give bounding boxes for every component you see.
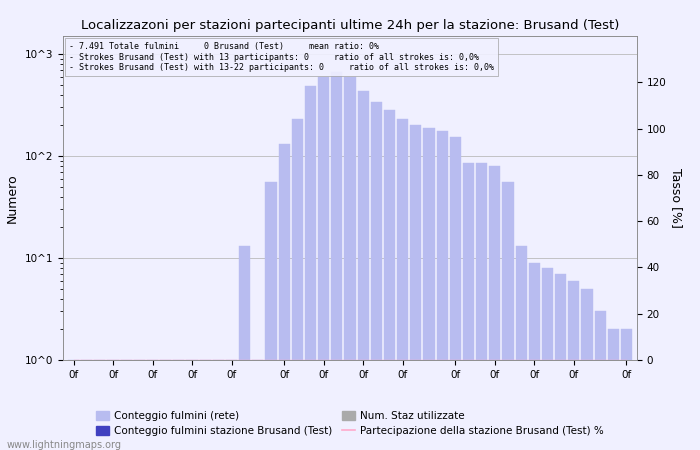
Bar [160, 360, 172, 450]
Bar [437, 131, 448, 450]
Bar [305, 86, 316, 450]
Title: Localizzazoni per stazioni partecipanti ultime 24h per la stazione: Brusand (Tes: Localizzazoni per stazioni partecipanti … [80, 19, 620, 32]
Bar [239, 246, 251, 450]
Bar [489, 166, 500, 450]
Bar [424, 127, 435, 450]
Bar [226, 360, 237, 450]
Bar [279, 144, 290, 450]
Bar [331, 72, 342, 450]
Bar [318, 76, 329, 450]
Bar [516, 246, 526, 450]
Bar [384, 110, 395, 450]
Bar [120, 360, 132, 450]
Bar [213, 360, 224, 450]
Bar [371, 102, 382, 450]
Bar [463, 163, 474, 450]
Bar [292, 119, 303, 450]
Bar [582, 289, 593, 450]
Bar [107, 360, 118, 450]
Bar [476, 163, 487, 450]
Bar [608, 329, 619, 450]
Bar [568, 281, 580, 450]
Bar [449, 136, 461, 450]
Bar [410, 125, 421, 450]
Legend: Conteggio fulmini (rete), Conteggio fulmini stazione Brusand (Test), Num. Staz u: Conteggio fulmini (rete), Conteggio fulm… [92, 407, 608, 440]
Bar [358, 91, 369, 450]
Bar [94, 360, 106, 450]
Bar [186, 360, 197, 450]
Bar [265, 182, 276, 450]
Bar [528, 263, 540, 450]
Bar [594, 311, 606, 450]
Y-axis label: Tasso [%]: Tasso [%] [670, 168, 683, 228]
Bar [199, 360, 211, 450]
Bar [344, 77, 356, 450]
Bar [621, 329, 632, 450]
Bar [542, 268, 553, 450]
Y-axis label: Numero: Numero [6, 173, 19, 223]
Bar [68, 360, 79, 450]
Text: www.lightningmaps.org: www.lightningmaps.org [7, 440, 122, 450]
Bar [174, 360, 184, 450]
Bar [81, 360, 92, 450]
Bar [503, 182, 514, 450]
Bar [134, 360, 145, 450]
Bar [555, 274, 566, 450]
Bar [252, 360, 263, 450]
Bar [147, 360, 158, 450]
Text: - 7.491 Totale fulmini     0 Brusand (Test)     mean ratio: 0%
- Strokes Brusand: - 7.491 Totale fulmini 0 Brusand (Test) … [69, 42, 494, 72]
Bar [397, 119, 408, 450]
